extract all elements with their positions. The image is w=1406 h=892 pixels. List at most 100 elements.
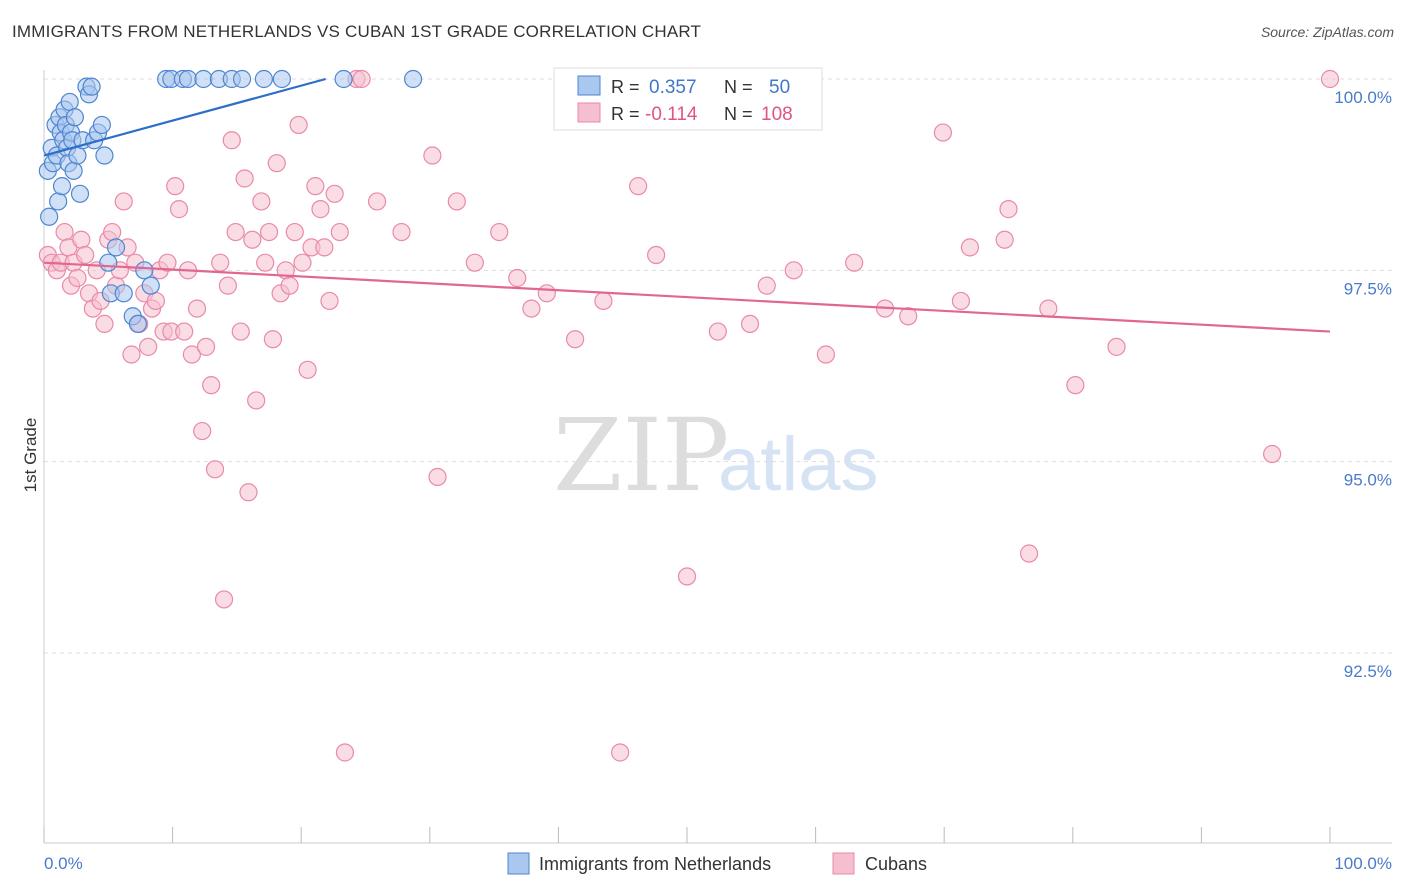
cubans-point [951,291,971,311]
y-tick-label: 92.5% [1344,662,1392,681]
cubans-point [247,391,266,410]
netherlands-point [92,115,111,135]
cubans-point [325,184,344,203]
cubans-point [899,307,918,326]
cubans-point [708,322,727,341]
cubans-point [335,743,355,762]
stats-swatch-blue [577,75,601,96]
cubans-point [423,146,442,165]
stats-r-value-blue: 0.357 [649,77,697,98]
cubans-point [231,322,250,341]
y-tick-label: 100.0% [1334,88,1392,107]
netherlands-point [106,238,126,257]
cubans-point [187,299,207,318]
cubans-point [158,253,177,272]
legend-swatch-cubans [832,852,855,875]
cubans-point [845,253,864,272]
stats-swatch-pink [577,102,601,123]
cubans-point [289,115,308,135]
cubans-point [205,460,225,479]
netherlands-point [68,146,87,165]
legend-swatch-netherlands [507,852,530,875]
cubans-point [995,230,1014,249]
cubans-point [193,421,212,441]
series-legend: Immigrants from Netherlands Cubans [507,852,927,875]
watermark-atlas: atlas [718,422,879,507]
cubans-point [239,483,258,502]
netherlands-point [254,69,274,89]
cubans-point [1039,299,1058,318]
cubans-point [315,238,334,257]
netherlands-point [65,108,84,127]
netherlands-point [64,161,83,180]
cubans-point [1263,444,1282,464]
netherlands-point [82,77,101,96]
cubans-point [757,276,776,295]
cubans-point [999,200,1018,219]
stats-n-value-blue: 50 [769,77,790,98]
cubans-point [218,276,237,295]
cubans-point [122,345,141,364]
grid-lines [44,78,1392,654]
netherlands-point [135,261,154,280]
cubans-point [263,330,283,349]
netherlands-point [194,69,213,89]
series-cubans-points [38,69,1340,762]
netherlands-point [403,69,423,89]
cubans-point [55,222,74,242]
cubans-point [594,291,613,311]
cubans-point [330,222,349,242]
cubans-point [816,345,835,364]
series-netherlands-points [38,69,423,334]
cubans-point [522,299,541,318]
cubans-point [182,345,201,364]
cubans-point [537,284,556,303]
cubans-point [211,253,230,272]
netherlands-point [334,69,353,89]
cubans-trend-line [43,261,1331,333]
cubans-point [1066,376,1085,395]
stats-r-label-pink: R = [611,104,640,124]
cubans-point [243,230,262,249]
cubans-point [320,291,339,311]
netherlands-point [178,69,198,89]
cubans-point [677,567,697,586]
cubans-point [352,69,371,89]
cubans-point [647,245,666,265]
cubans-point [267,154,286,173]
cubans-point [293,253,312,272]
legend-label-netherlands: Immigrants from Netherlands [539,854,771,874]
watermark-zip: ZIP [553,397,729,514]
cubans-point [103,222,122,242]
cubans-point [235,169,254,188]
chart-title: IMMIGRANTS FROM NETHERLANDS VS CUBAN 1ST… [12,22,702,41]
cubans-point [311,200,330,219]
x-tick-label-max: 100.0% [1334,854,1392,873]
netherlands-point [60,92,79,112]
y-tick-labels: 100.0% 97.5% 95.0% 92.5% [1334,88,1392,681]
cubans-point [72,230,91,249]
cubans-point [465,253,484,272]
netherlands-point [128,314,147,334]
cubans-point [933,123,953,142]
netherlands-point [40,207,59,226]
cubans-point [960,238,980,257]
netherlands-point [95,146,114,165]
cubans-point [166,177,185,196]
stats-r-value-pink: -0.114 [645,104,698,125]
cubans-point [226,222,245,242]
netherlands-point [232,69,252,89]
netherlands-point [52,177,72,196]
y-tick-label: 97.5% [1344,279,1392,298]
netherlands-point [114,284,133,303]
cubans-point [202,376,221,395]
cubans-point [566,330,585,349]
stats-legend: R = 0.357 N = 50 R = -0.114 N = 108 [553,67,823,131]
cubans-point [280,276,299,295]
stats-n-label-blue: N = [724,77,753,97]
netherlands-point [272,69,292,89]
netherlands-point [70,184,90,203]
y-axis-title: 1st Grade [21,418,40,493]
x-tick-label-min: 0.0% [44,854,83,873]
